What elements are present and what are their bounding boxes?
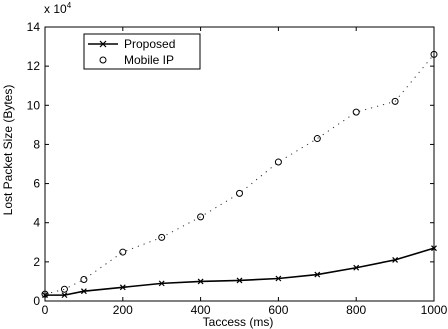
- series-proposed-line: [45, 247, 435, 296]
- series-proposed-point: [314, 271, 321, 278]
- series-proposed-point: [158, 280, 165, 287]
- series-proposed-point: [431, 245, 437, 252]
- series-mobileip-point: [158, 233, 166, 241]
- y-tick-label: 6: [33, 177, 40, 191]
- series-mobileip-point: [119, 248, 127, 256]
- y-tick-label: 4: [33, 216, 40, 230]
- series-proposed-point: [392, 256, 399, 263]
- x-tick-label: 800: [346, 303, 366, 317]
- y-multiplier-exp: 4: [67, 1, 72, 10]
- y-tick-label: 8: [33, 137, 40, 151]
- legend-mobileip-label: Mobile IP: [124, 53, 174, 67]
- y-tick-label: 2: [33, 255, 40, 269]
- series-mobileip-point: [197, 213, 205, 221]
- y-tick-label: 10: [27, 98, 41, 112]
- series-mobileip-line: [44, 54, 435, 295]
- plot-frame: [44, 26, 435, 302]
- x-tick-label: 1000: [421, 303, 448, 317]
- series-mobileip-point: [391, 97, 399, 105]
- y-tick-label: 0: [33, 294, 40, 308]
- y-tick-label: 12: [27, 59, 41, 73]
- y-multiplier-base: x 10: [44, 2, 67, 16]
- y-multiplier: x 104: [44, 1, 72, 16]
- legend-proposed-label: Proposed: [124, 37, 175, 51]
- series-mobileip-point: [274, 158, 282, 166]
- series-mobileip-point: [41, 290, 49, 298]
- legend-mobileip-marker: [99, 56, 107, 64]
- x-tick-label: 200: [113, 303, 133, 317]
- series-mobileip-point: [430, 50, 438, 58]
- series-mobileip-point: [236, 189, 243, 197]
- x-tick-label: 600: [268, 303, 288, 317]
- x-tick-label: 0: [42, 303, 49, 317]
- series-proposed-point: [197, 278, 204, 285]
- y-tick-label: 14: [27, 20, 41, 34]
- series-mobileip-point: [80, 275, 88, 283]
- series-proposed-point: [80, 288, 87, 295]
- series-proposed-point: [236, 277, 243, 284]
- series-proposed-point: [275, 275, 282, 282]
- series-proposed-point: [119, 284, 126, 291]
- series-mobileip-point: [313, 135, 321, 143]
- series-proposed-point: [61, 292, 68, 299]
- x-tick-label: 400: [191, 303, 211, 317]
- legend-proposed-marker: [99, 40, 107, 48]
- x-axis-label: Taccess (ms): [203, 315, 274, 329]
- legend: Proposed Mobile IP: [83, 33, 201, 70]
- series-mobileip-point: [352, 108, 360, 116]
- y-axis-label: Lost Packet Size (Bytes): [1, 85, 15, 216]
- series-proposed-point: [353, 264, 360, 271]
- series-mobileip-point: [60, 285, 68, 293]
